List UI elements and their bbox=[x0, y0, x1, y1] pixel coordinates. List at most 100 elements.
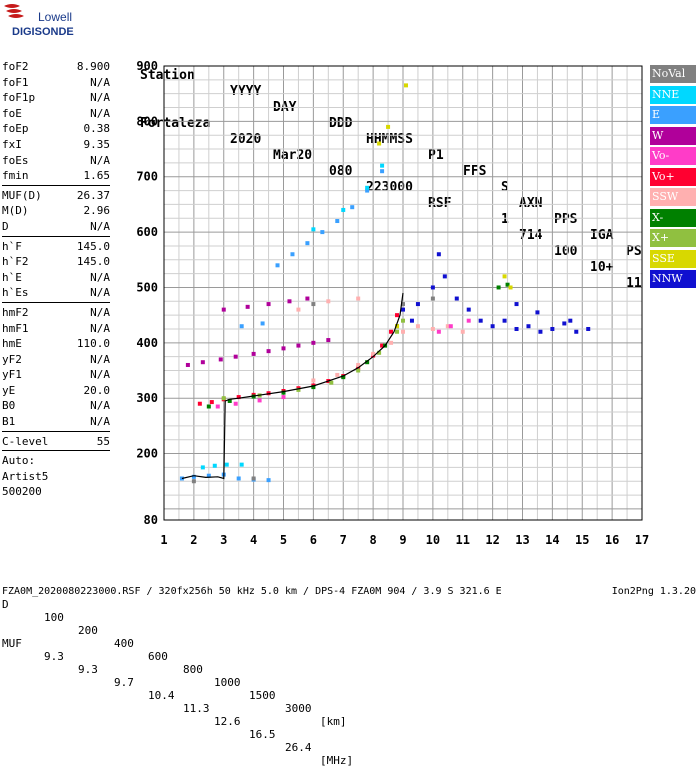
echo-point bbox=[377, 350, 382, 355]
param-value: 8.900 bbox=[76, 60, 110, 73]
echo-point bbox=[386, 124, 391, 129]
legend-item-x-minus: X- bbox=[650, 208, 696, 227]
param-row: foF2 8.900 bbox=[2, 59, 110, 75]
echo-point bbox=[508, 285, 513, 290]
y-tick-labels: 80 200 300 400 500 600 700 800 900 bbox=[136, 59, 158, 527]
echo-point bbox=[430, 285, 435, 290]
param-label: foE bbox=[2, 106, 22, 120]
echo-point bbox=[436, 252, 441, 257]
echo-point bbox=[185, 362, 190, 367]
legend-item-e: E bbox=[650, 106, 696, 124]
param-row: hmE 110.0 bbox=[2, 336, 110, 352]
legend-item-vo-minus: Vo- bbox=[650, 147, 696, 165]
x-tick-label: 17 bbox=[635, 533, 649, 547]
muf-table: D 100 200 400 600 800 1000 1500 3000 [km… bbox=[2, 559, 353, 767]
param-value: 0.38 bbox=[83, 122, 111, 136]
echo-point bbox=[209, 400, 214, 405]
param-value: 55 bbox=[96, 434, 110, 448]
echo-point bbox=[478, 318, 483, 323]
muf-value: 9.7 bbox=[114, 676, 134, 689]
echo-point bbox=[257, 398, 262, 403]
echo-point bbox=[341, 375, 346, 380]
echo-point bbox=[409, 318, 414, 323]
param-row: D N/A bbox=[2, 219, 110, 235]
echo-point bbox=[326, 299, 331, 304]
param-value: N/A bbox=[90, 352, 110, 366]
autoscaling-note: Artist5 bbox=[2, 469, 49, 483]
echo-point bbox=[191, 474, 196, 479]
echo-point bbox=[514, 302, 519, 307]
x-tick-label: 15 bbox=[575, 533, 589, 547]
x-tick-label: 5 bbox=[280, 533, 287, 547]
echo-point bbox=[395, 313, 400, 318]
param-value: N/A bbox=[90, 270, 110, 284]
echo-point bbox=[221, 396, 226, 401]
echo-point bbox=[197, 401, 202, 406]
echo-point bbox=[275, 263, 280, 268]
legend-item-x-plus: X+ bbox=[650, 229, 696, 247]
param-label: D bbox=[2, 219, 9, 233]
echo-point bbox=[380, 163, 385, 168]
echo-point bbox=[562, 321, 567, 326]
echo-point bbox=[251, 476, 256, 481]
param-row: h`F 145.0 bbox=[2, 239, 110, 255]
param-value: 1.65 bbox=[83, 169, 111, 183]
param-value: 145.0 bbox=[76, 239, 110, 253]
echo-point bbox=[260, 321, 265, 326]
echo-point bbox=[311, 227, 316, 232]
legend-item-vo-plus: Vo+ bbox=[650, 167, 696, 186]
echo-point bbox=[526, 324, 531, 329]
param-row: h`Es N/A bbox=[2, 285, 110, 301]
muf-d-value: 3000 bbox=[285, 702, 312, 715]
x-tick-label: 14 bbox=[545, 533, 559, 547]
muf-d-value: 1000 bbox=[214, 676, 241, 689]
legend-item-w: W bbox=[650, 126, 696, 145]
echo-point bbox=[245, 304, 250, 309]
param-row: foF1 N/A bbox=[2, 75, 110, 91]
echo-point bbox=[206, 473, 211, 478]
echo-point bbox=[466, 318, 471, 323]
param-divider bbox=[2, 301, 110, 303]
param-value: N/A bbox=[90, 153, 110, 167]
y-tick-label: 200 bbox=[136, 447, 158, 461]
echo-point bbox=[227, 398, 232, 403]
x-tick-labels: 1 2 3 4 5 6 7 8 9 10 11 12 13 14 15 16 17 bbox=[160, 533, 649, 547]
muf-frequency-row: MUF 9.3 9.3 9.7 10.4 11.3 12.6 16.5 26.4… bbox=[2, 624, 353, 767]
header-label-ps: PS bbox=[626, 244, 642, 259]
echo-point bbox=[466, 307, 471, 312]
echo-point bbox=[442, 274, 447, 279]
echo-point bbox=[281, 346, 286, 351]
param-value: N/A bbox=[90, 91, 110, 105]
echo-point bbox=[430, 326, 435, 331]
param-divider bbox=[2, 184, 110, 186]
param-divider bbox=[2, 450, 110, 452]
echo-point bbox=[305, 241, 310, 246]
polarization-legend: NoVal NNE E W Vo- Vo+ SSW X- X+ SSE NNW bbox=[650, 65, 696, 291]
echo-point bbox=[335, 372, 340, 377]
echo-point bbox=[350, 205, 355, 210]
param-value: N/A bbox=[90, 305, 110, 319]
echo-point bbox=[365, 188, 370, 193]
echo-point bbox=[401, 318, 405, 323]
param-row: B1 N/A bbox=[2, 414, 110, 430]
echo-point bbox=[206, 404, 211, 409]
param-label: h`F bbox=[2, 239, 22, 253]
echo-point bbox=[365, 360, 370, 365]
param-value: 110.0 bbox=[76, 337, 110, 351]
param-label: foF1 bbox=[2, 75, 29, 89]
param-value: 145.0 bbox=[76, 255, 110, 269]
header-value-station: Fortaleza bbox=[140, 116, 211, 131]
muf-d-value: 600 bbox=[148, 650, 168, 663]
virtual-height-trace bbox=[181, 292, 404, 480]
echo-point bbox=[200, 465, 205, 470]
param-row: yF1 N/A bbox=[2, 367, 110, 383]
y-tick-label: 800 bbox=[136, 114, 158, 128]
muf-d-value: 800 bbox=[183, 663, 203, 676]
x-tick-label: 8 bbox=[370, 533, 377, 547]
echo-point bbox=[305, 296, 310, 301]
header-value-day: Mar20 bbox=[273, 148, 313, 163]
param-value: 2.96 bbox=[83, 204, 111, 218]
param-row: hmF2 N/A bbox=[2, 305, 110, 321]
echo-point bbox=[401, 307, 405, 312]
echo-point bbox=[490, 324, 495, 329]
